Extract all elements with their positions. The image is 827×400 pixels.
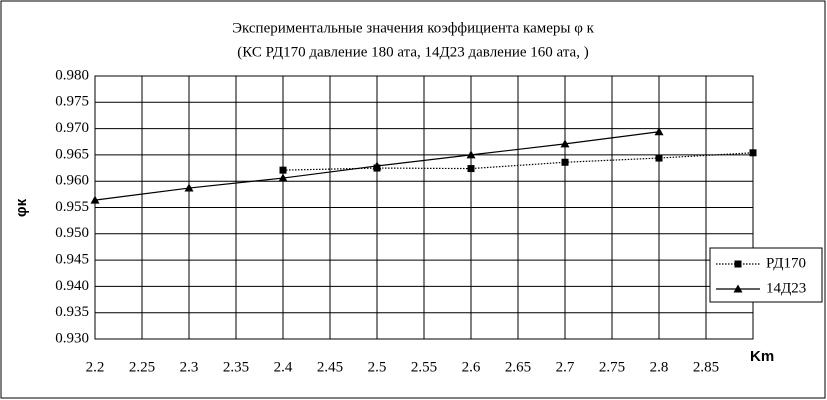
x-tick-label: 2.25 — [129, 359, 155, 375]
x-tick-label: 2.85 — [693, 359, 719, 375]
data-point — [90, 195, 100, 204]
x-tick-label: 2.5 — [368, 359, 387, 375]
data-point — [467, 165, 475, 173]
x-tick-label: 2.65 — [505, 359, 531, 375]
x-tick-label: 2.35 — [223, 359, 249, 375]
chart-title: Экспериментальные значения коэффициента … — [232, 20, 595, 36]
y-tick-label: 0.930 — [55, 330, 89, 346]
x-tick-label: 2.3 — [180, 359, 199, 375]
data-point — [372, 161, 382, 170]
y-axis-label: φк — [13, 198, 30, 217]
y-tick-label: 0.975 — [55, 94, 89, 110]
y-tick-label: 0.945 — [55, 252, 89, 268]
x-tick-label: 2.45 — [317, 359, 343, 375]
x-tick-label: 2.55 — [411, 359, 437, 375]
legend-label: РД170 — [766, 255, 806, 271]
data-point — [466, 150, 476, 159]
legend-marker — [734, 260, 742, 268]
y-tick-label: 0.980 — [55, 67, 89, 83]
x-tick-label: 2.4 — [274, 359, 293, 375]
y-tick-label: 0.935 — [55, 304, 89, 320]
y-tick-label: 0.970 — [55, 120, 89, 136]
data-point — [749, 149, 757, 157]
data-point — [278, 173, 288, 182]
x-axis-label: Km — [750, 348, 774, 365]
data-point — [654, 127, 664, 136]
y-tick-label: 0.965 — [55, 146, 89, 162]
y-tick-label: 0.955 — [55, 199, 89, 215]
x-tick-label: 2.75 — [599, 359, 625, 375]
chart-subtitle: (КС РД170 давление 180 ата, 14Д23 давлен… — [237, 44, 588, 60]
y-tick-label: 0.960 — [55, 173, 89, 189]
legend-label: 14Д23 — [766, 280, 806, 296]
data-point — [279, 166, 287, 174]
y-tick-label: 0.940 — [55, 278, 89, 294]
data-point — [561, 158, 569, 166]
legend-marker — [733, 284, 743, 293]
x-tick-label: 2.6 — [462, 359, 481, 375]
y-tick-label: 0.950 — [55, 225, 89, 241]
data-point — [184, 183, 194, 192]
data-point — [560, 139, 570, 148]
legend-box — [709, 247, 823, 303]
x-tick-label: 2.7 — [556, 359, 575, 375]
data-point — [655, 154, 663, 162]
x-tick-label: 2.2 — [86, 359, 105, 375]
x-tick-label: 2.8 — [650, 359, 669, 375]
